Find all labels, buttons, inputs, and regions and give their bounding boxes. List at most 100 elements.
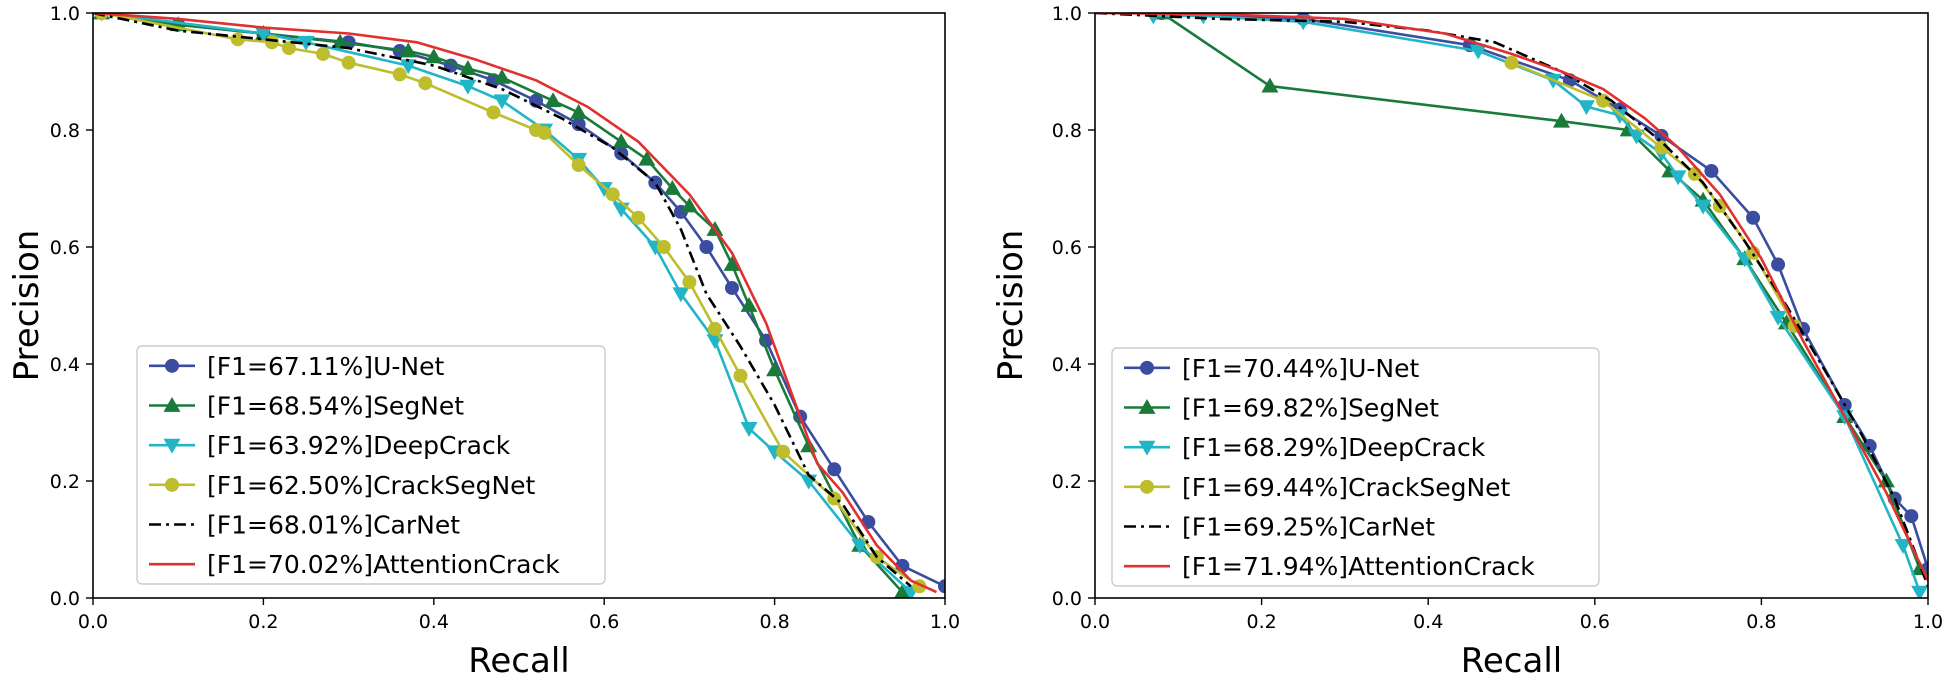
left-point-u-net	[938, 579, 945, 594]
left-point-deepcrack	[740, 421, 758, 437]
right-line-deepcrack	[1153, 14, 1921, 593]
right-legend-marker-segnet	[1138, 399, 1156, 414]
right-point-deepcrack	[1611, 109, 1629, 124]
right-point-cracksegnet	[1596, 93, 1611, 108]
right-legend-marker-u-net	[1140, 360, 1154, 375]
right-line-attentioncrack	[1095, 13, 1928, 582]
right-point-deepcrack	[1294, 15, 1312, 31]
left-point-segnet	[459, 60, 477, 75]
right-legend-label-carnet: [F1=69.25%]CarNet	[1182, 513, 1435, 542]
left-point-cracksegnet	[776, 444, 791, 459]
right-point-deepcrack	[1911, 585, 1928, 598]
left-x-tick-label: 0.0	[78, 611, 108, 633]
right-series-cracksegnet	[1504, 55, 1802, 333]
left-point-deepcrack	[399, 59, 417, 75]
right-legend-label-cracksegnet: [F1=69.44%]CrackSegNet	[1182, 473, 1511, 502]
left-legend-label-cracksegnet: [F1=62.50%]CrackSegNet	[207, 471, 536, 500]
left-point-segnet	[493, 68, 511, 84]
left-line-carnet	[93, 13, 912, 588]
left-point-segnet	[663, 180, 681, 195]
left-legend-label-u-net: [F1=67.11%]U-Net	[207, 352, 444, 381]
left-legend-marker-segnet	[163, 397, 181, 412]
right-point-cracksegnet	[1504, 55, 1519, 70]
left-point-cracksegnet	[605, 187, 620, 202]
right-series-deepcrack	[1146, 13, 1928, 598]
right-point-deepcrack	[1694, 199, 1712, 215]
left-axes-frame	[92, 12, 946, 599]
right-legend-marker-deepcrack	[1138, 440, 1156, 456]
left-point-cracksegnet	[733, 368, 748, 383]
right-legend-label-deepcrack: [F1=68.29%]DeepCrack	[1182, 433, 1486, 462]
right-legend-label-u-net: [F1=70.44%]U-Net	[1182, 354, 1419, 383]
left-point-segnet	[740, 297, 758, 312]
right-point-u-net	[1904, 509, 1919, 524]
left-point-segnet	[723, 256, 741, 271]
left-y-tick-label: 0.0	[50, 588, 80, 610]
left-legend-marker-u-net	[165, 358, 179, 373]
right-x-tick-label: 0.2	[1246, 611, 1276, 633]
left-series-cracksegnet	[94, 13, 927, 594]
right-x-axis-label: Recall	[1461, 641, 1562, 681]
right-point-deepcrack	[1769, 310, 1787, 326]
right-x-tick-label: 0.6	[1580, 611, 1610, 633]
left-point-segnet	[425, 48, 443, 64]
left-point-deepcrack	[672, 287, 690, 303]
left-point-deepcrack	[595, 182, 613, 197]
left-legend: [F1=67.11%]U-Net [F1=68.54%]SegNet [F1=63.…	[136, 345, 606, 585]
left-legend-box	[136, 345, 606, 585]
left-point-segnet	[766, 361, 784, 377]
left-legend-label-segnet: [F1=68.54%]SegNet	[207, 392, 464, 421]
right-point-segnet	[1552, 112, 1570, 128]
left-point-u-net	[648, 175, 663, 190]
right-x-tick-label: 0.8	[1746, 611, 1776, 633]
left-point-cracksegnet	[281, 41, 296, 56]
right-point-u-net	[1771, 257, 1786, 272]
left-point-deepcrack	[459, 79, 477, 95]
left-point-deepcrack	[851, 538, 869, 554]
right-axes-frame	[1094, 12, 1929, 599]
left-point-segnet	[544, 92, 562, 108]
right-point-segnet	[1261, 77, 1279, 93]
left-x-tick-label: 0.4	[419, 611, 449, 633]
left-point-segnet	[399, 42, 417, 58]
left-series-attentioncrack	[93, 13, 938, 594]
right-point-u-net	[1704, 163, 1719, 178]
left-point-cracksegnet	[571, 158, 586, 173]
left-point-segnet	[612, 133, 630, 149]
left-point-cracksegnet	[316, 46, 331, 61]
right-line-cracksegnet	[1511, 61, 1796, 327]
left-point-cracksegnet	[230, 32, 245, 47]
left-point-cracksegnet	[537, 125, 552, 140]
left-point-cracksegnet	[631, 210, 646, 225]
right-y-tick-label: 0.8	[1052, 120, 1082, 142]
left-legend-marker-cracksegnet	[165, 477, 179, 492]
right-y-tick-label: 0.0	[1052, 588, 1082, 610]
left-point-u-net	[725, 280, 739, 295]
left-point-deepcrack	[493, 94, 511, 110]
right-y-axis-label: Precision	[991, 230, 1031, 382]
right-x-tick-label: 0.0	[1080, 611, 1110, 633]
right-x-tick-label: 1.0	[1913, 611, 1943, 633]
left-series-carnet	[93, 13, 912, 588]
left-x-tick-label: 0.8	[759, 611, 789, 633]
left-legend-label-carnet: [F1=68.01%]CarNet	[207, 511, 460, 540]
left-y-tick-label: 1.0	[50, 3, 80, 25]
right-point-deepcrack	[1627, 129, 1645, 145]
left-legend-marker-deepcrack	[163, 438, 181, 454]
right-y-tick-label: 0.2	[1052, 471, 1082, 493]
left-y-axis-label: Precision	[7, 230, 47, 382]
left-point-cracksegnet	[656, 240, 671, 254]
right-y-tick-label: 0.6	[1052, 237, 1082, 259]
left-plot-area	[93, 13, 945, 598]
left-x-axis-label: Recall	[468, 641, 569, 681]
left-point-u-net	[699, 240, 714, 254]
left-point-deepcrack	[297, 35, 315, 51]
left-point-segnet	[570, 103, 588, 119]
right-series-attentioncrack	[1095, 13, 1928, 582]
left-legend-label-attentioncrack: [F1=70.02%]AttentionCrack	[207, 550, 560, 579]
left-y-tick-label: 0.6	[50, 237, 80, 259]
left-legend-label-deepcrack: [F1=63.92%]DeepCrack	[207, 431, 511, 460]
right-legend-box	[1111, 347, 1600, 587]
right-line-carnet	[1095, 13, 1928, 587]
